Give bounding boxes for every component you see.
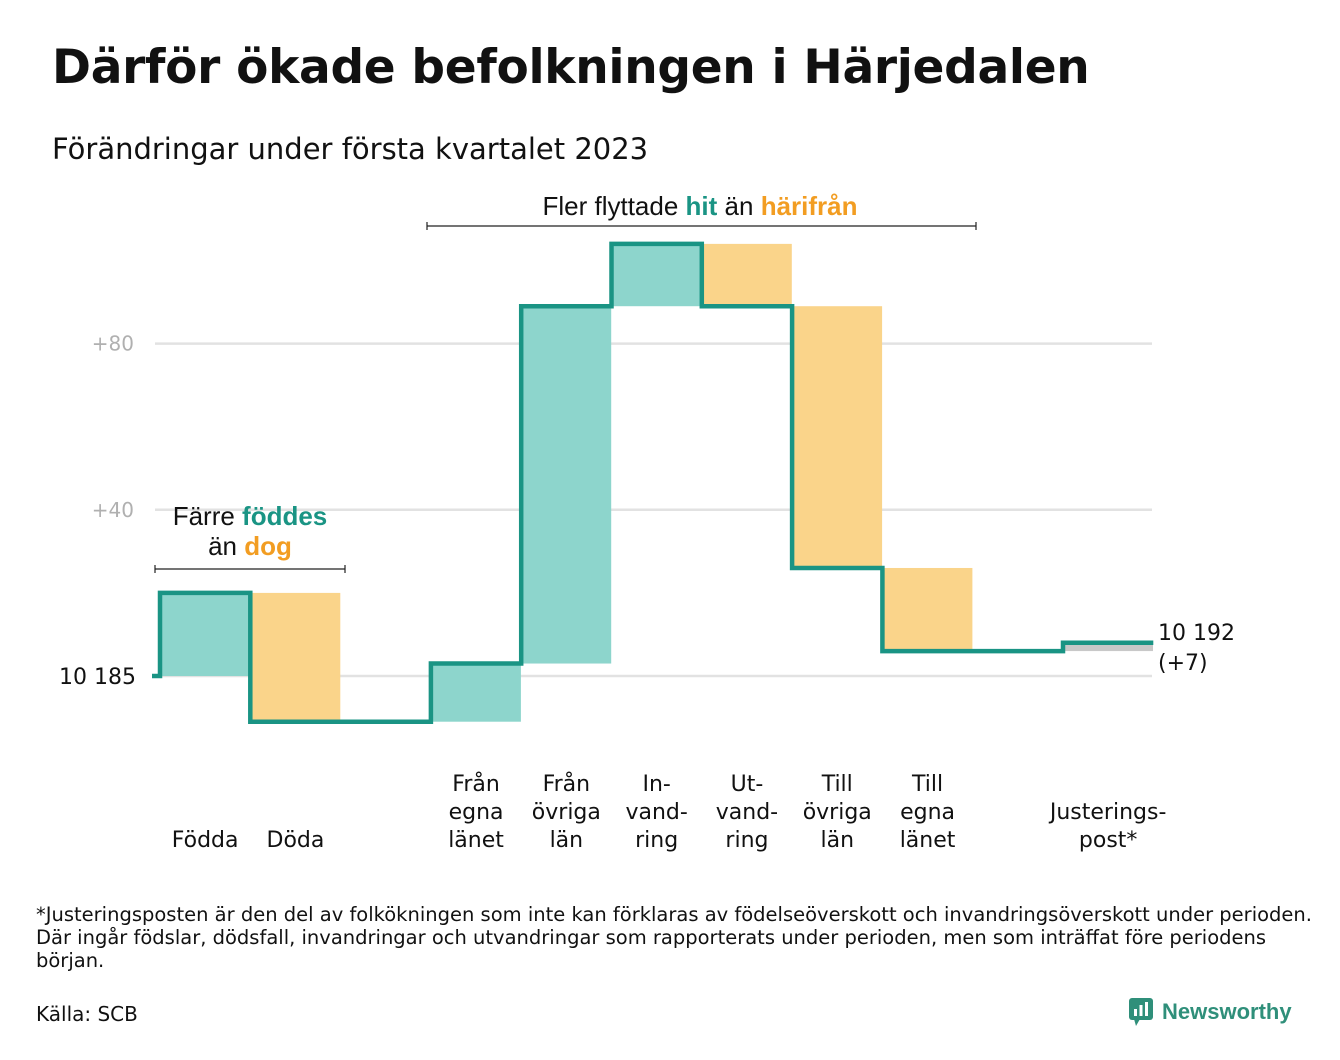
y-tick-label: +40 [92,498,134,522]
migration-annotation-harifran: härifrån [761,191,858,221]
baseline-label: 10 185 [59,665,136,690]
brand-name: Newsworthy [1162,999,1292,1024]
y-tick-label: +80 [92,332,134,356]
bar-decrease [701,243,792,307]
migration-bracket [426,222,977,230]
x-category-label: ring [635,828,678,853]
x-category-label: vand- [625,800,687,825]
source-label: Källa: SCB [36,1002,138,1026]
bar-increase [521,306,612,664]
labels: +40 +80 10 185 Födda Döda Från egna länet Från öv… [59,332,1235,853]
x-category-label: Till [911,772,943,797]
bar-increase [430,663,521,722]
x-category-label: post* [1079,828,1138,853]
x-category-label: ring [725,828,768,853]
end-value-label: 10 192 [1158,621,1235,646]
brand-logo[interactable]: Newsworthy [1128,997,1292,1027]
bars [160,243,1153,722]
x-category-label: In- [642,772,670,797]
births-annotation-line1: Färre föddes [173,501,328,531]
level-line-group [152,241,1154,724]
waterfall-chart: +40 +80 10 185 Födda Döda Från egna länet Från öv… [59,191,1235,853]
births-bracket [154,565,346,573]
x-category-label: länet [900,828,956,853]
x-category-label: Döda [267,828,325,853]
x-category-label: vand- [716,800,778,825]
x-category-label: egna [900,800,955,825]
chart-title: Därför ökade befolkningen i Härjedalen [52,40,1090,95]
bar-decrease [250,592,341,722]
chart-subtitle: Förändringar under första kvartalet 2023 [52,132,649,166]
x-category-label: Från [543,771,591,797]
x-category-label: övriga [532,800,601,825]
x-category-label: län [550,828,584,853]
migration-annotation-hit: hit [686,191,718,221]
bar-increase [160,592,250,676]
births-annotation-fodes: föddes [242,501,327,531]
bar-increase [611,243,702,307]
level-line [152,241,1154,724]
x-category-label: Ut- [731,772,764,797]
x-category-label: Från [452,771,500,797]
x-category-label: övriga [803,800,872,825]
x-category-label: län [820,828,854,853]
migration-annotation: Fler flyttade hit än härifrån [542,191,857,221]
x-category-label: länet [448,828,504,853]
newsworthy-chart-bubble-icon [1129,998,1153,1026]
x-category-label: Till [821,772,853,797]
births-annotation-line2: än dog [208,531,292,561]
x-category-label: Justerings- [1048,800,1167,825]
x-category-label: Födda [172,828,239,853]
footnote: *Justeringsposten är den del av folkökni… [36,903,1312,972]
x-category-label: egna [449,800,504,825]
end-change-label: (+7) [1158,651,1208,676]
bar-decrease [882,567,973,652]
bar-decrease [792,306,883,568]
births-annotation-dog: dog [244,531,292,561]
bar-adjustment [1063,642,1153,652]
